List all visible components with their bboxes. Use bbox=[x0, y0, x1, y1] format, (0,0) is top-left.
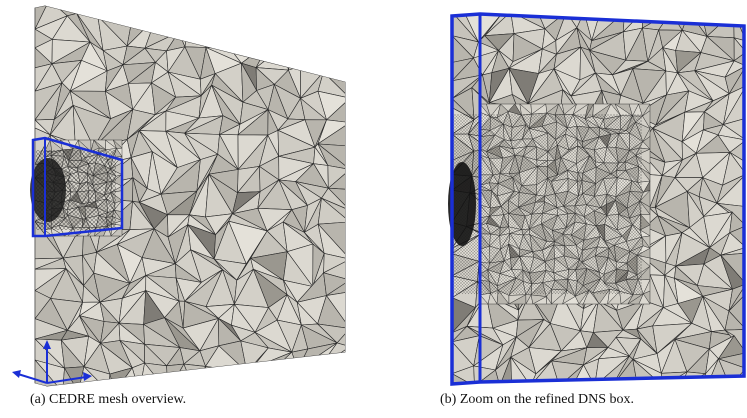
zoom-refined-core bbox=[448, 114, 642, 294]
axes-arrows-icon bbox=[12, 340, 92, 384]
mesh-overview-image bbox=[12, 5, 346, 387]
panel-a-mesh-overview bbox=[0, 0, 360, 392]
caption-panel-a: (a) CEDRE mesh overview. bbox=[30, 392, 187, 407]
dns-zoom-image bbox=[448, 12, 746, 386]
caption-panel-b: (b) Zoom on the refined DNS box. bbox=[440, 392, 635, 407]
panel-b-dns-zoom bbox=[440, 4, 747, 388]
refined-region bbox=[30, 150, 116, 230]
